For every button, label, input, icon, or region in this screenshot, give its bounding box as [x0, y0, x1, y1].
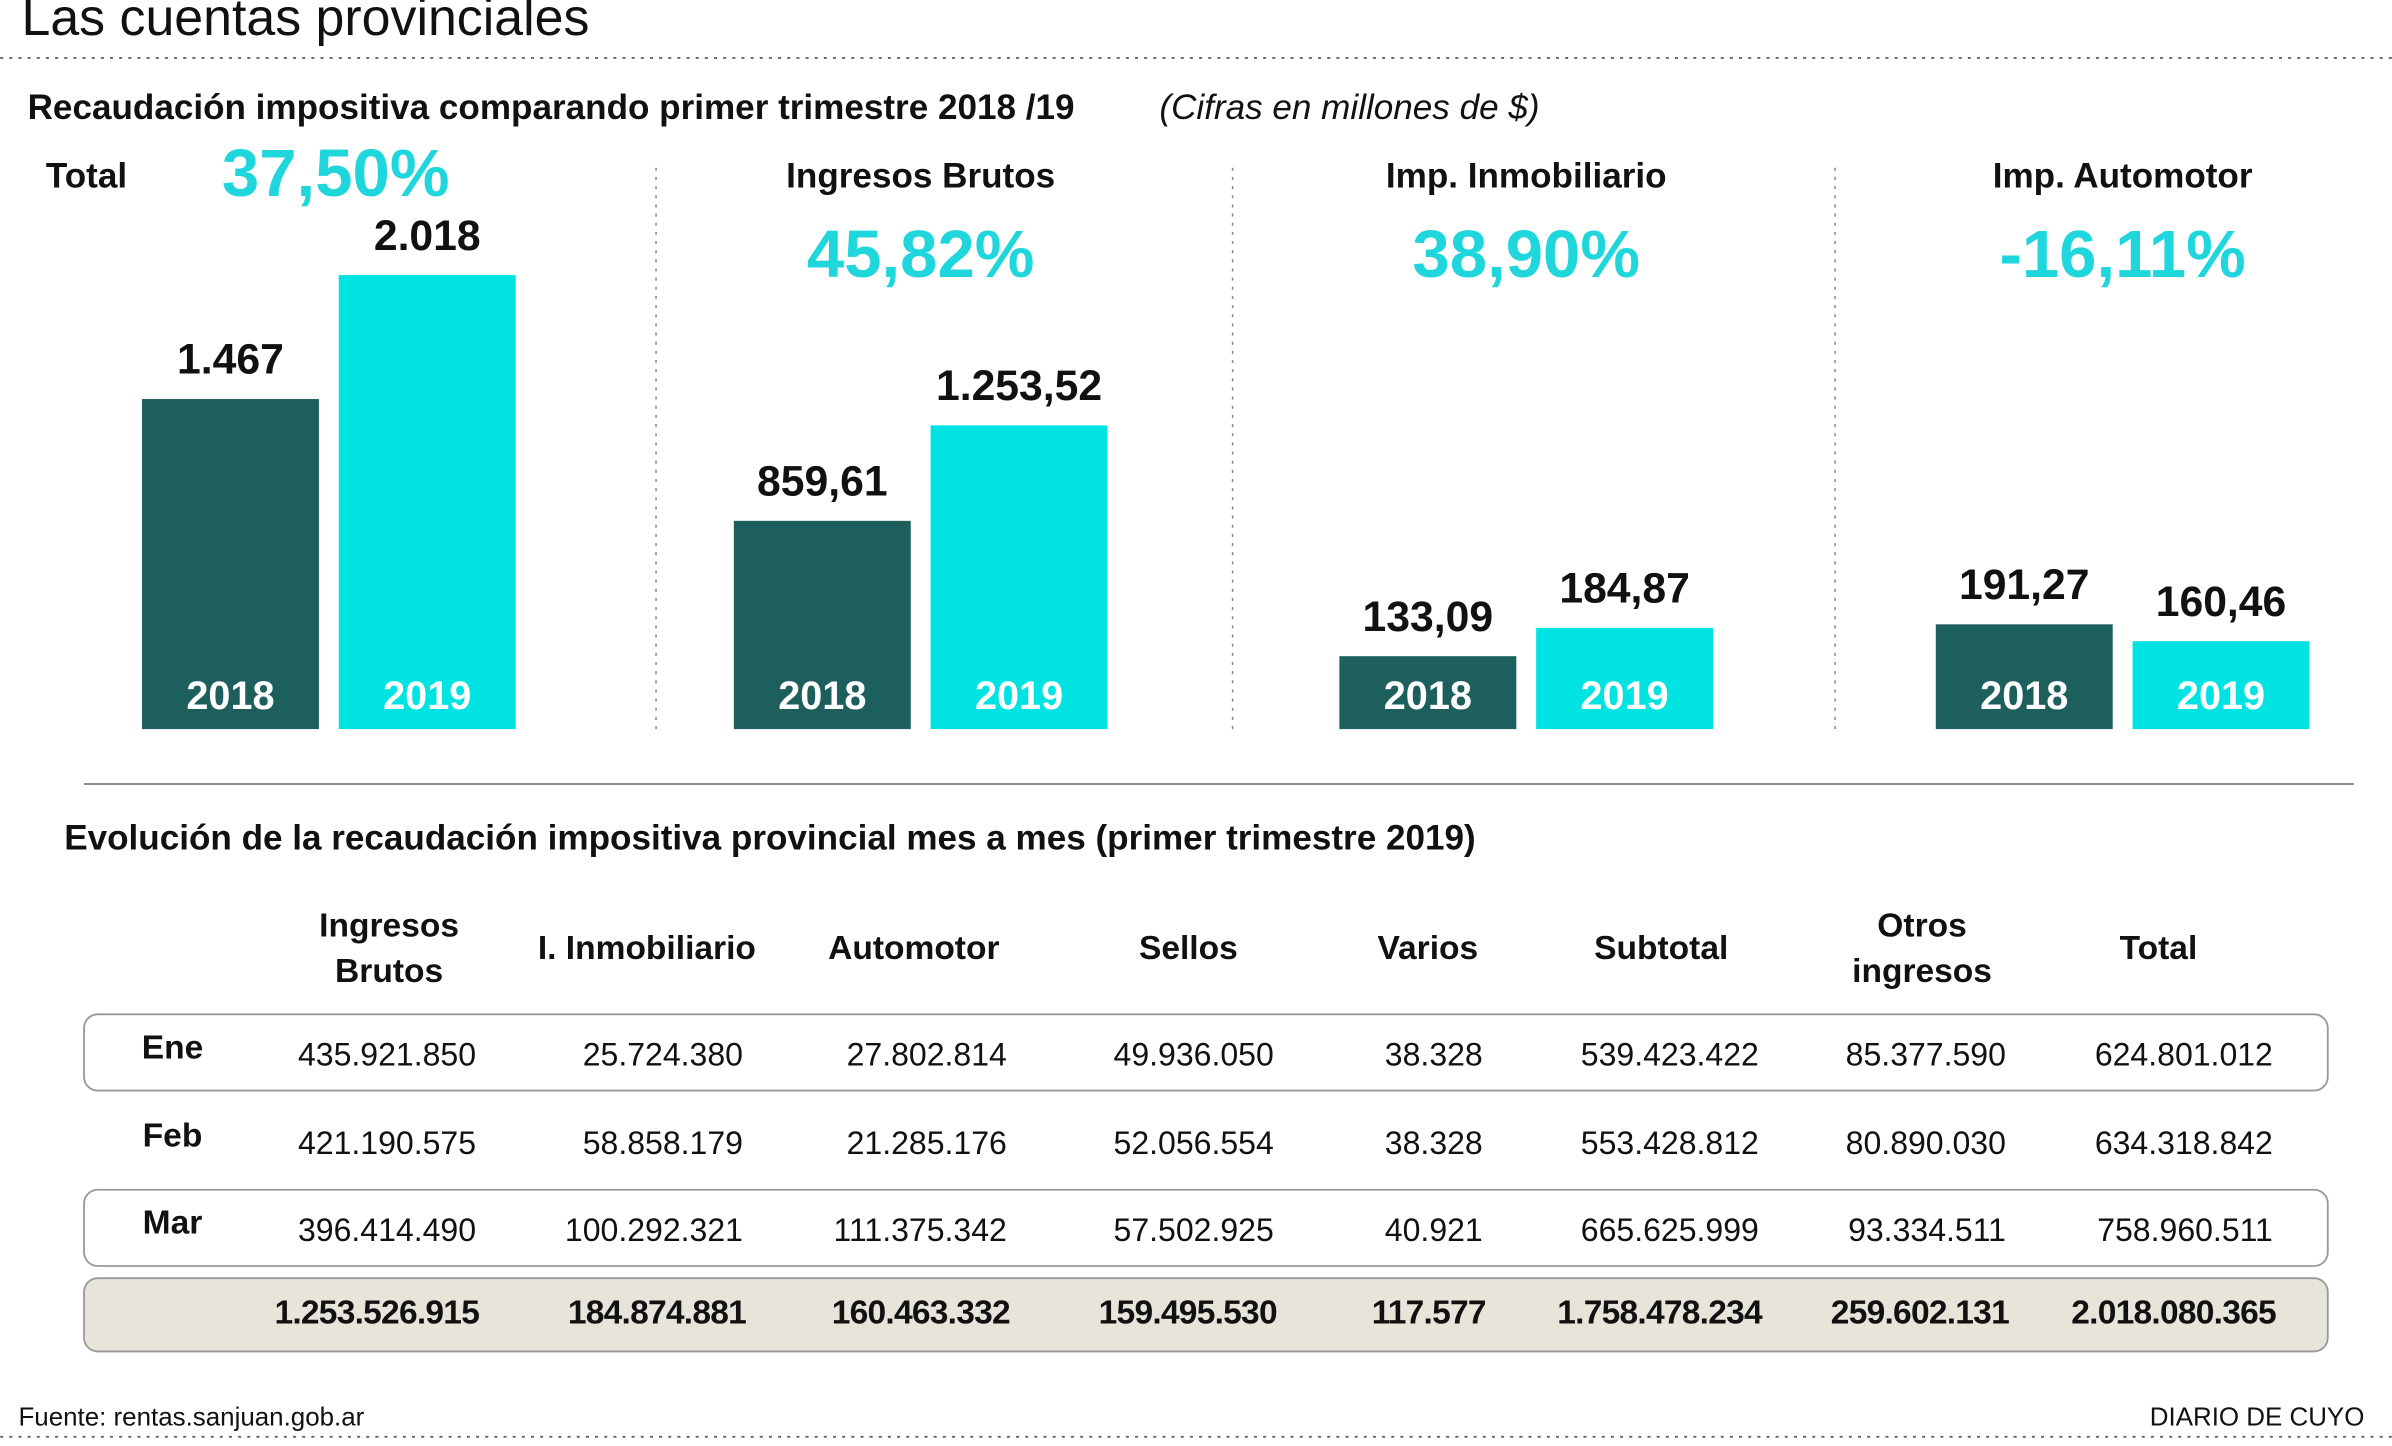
- table-cell: 57.502.925: [1114, 1212, 1274, 1248]
- column-header: Brutos: [335, 953, 443, 990]
- table-cell: 111.375.342: [834, 1212, 1007, 1248]
- column-header: ingresos: [1852, 953, 1992, 990]
- brand: DIARIO DE CUYO: [2150, 1403, 2365, 1431]
- row-label: Mar: [143, 1205, 203, 1242]
- table-cell: 40.921: [1385, 1212, 1483, 1248]
- main-title: Las cuentas provinciales: [22, 0, 590, 46]
- row-box: [83, 1188, 2329, 1267]
- table-cell: 21.285.176: [847, 1125, 1007, 1161]
- subtitle-note: (Cifras en millones de $): [1159, 88, 1539, 127]
- value-label: 160,46: [2156, 578, 2287, 626]
- bar: [1935, 624, 2113, 730]
- table-cell: 553.428.812: [1581, 1125, 1759, 1161]
- category-label: 2019: [1581, 674, 1669, 718]
- column-header: Total: [2120, 930, 2198, 967]
- column-header: I. Inmobiliario: [538, 930, 756, 967]
- table-cell: 93.334.511: [1848, 1212, 2006, 1248]
- table-cell: 38.328: [1385, 1125, 1483, 1161]
- panel-title: Ingresos Brutos: [786, 157, 1055, 196]
- panel-title: Imp. Automotor: [1993, 157, 2253, 196]
- table-cell: 539.423.422: [1581, 1037, 1759, 1073]
- value-label: 184,87: [1559, 565, 1690, 613]
- column-header: Sellos: [1139, 930, 1238, 967]
- table-cell: 396.414.490: [298, 1212, 476, 1248]
- table-cell: 85.377.590: [1846, 1037, 2006, 1073]
- panel-title: Total: [46, 157, 127, 196]
- value-label: 859,61: [757, 457, 888, 505]
- total-cell: 1.758.478.234: [1557, 1295, 1763, 1332]
- category-label: 2018: [1980, 674, 2068, 718]
- table-title: Evolución de la recaudación impositiva p…: [64, 819, 1475, 858]
- value-label: 191,27: [1959, 561, 2090, 609]
- total-cell: 2.018.080.365: [2071, 1295, 2276, 1332]
- row-label: Ene: [142, 1029, 204, 1066]
- subtitle: Recaudación impositiva comparando primer…: [28, 88, 1075, 127]
- total-cell: 1.253.526.915: [274, 1295, 479, 1332]
- total-cell: 159.495.530: [1099, 1295, 1277, 1332]
- row-box: [83, 1013, 2329, 1092]
- table-cell: 58.858.179: [583, 1125, 743, 1161]
- bar: [338, 275, 516, 730]
- category-label: 2018: [778, 674, 866, 718]
- change-label: 37,50%: [222, 136, 450, 211]
- category-label: 2018: [1384, 674, 1472, 718]
- column-header: Ingresos: [319, 907, 459, 944]
- table-cell: 665.625.999: [1581, 1212, 1759, 1248]
- category-label: 2018: [186, 674, 274, 718]
- bar: [142, 399, 319, 730]
- bar: [733, 520, 911, 730]
- bar: [1339, 656, 1517, 730]
- table-cell: 100.292.321: [565, 1212, 743, 1248]
- bar: [1536, 627, 1714, 730]
- value-label: 1.467: [177, 336, 284, 384]
- panel-title: Imp. Inmobiliario: [1386, 157, 1667, 196]
- value-label: 1.253,52: [936, 362, 1102, 410]
- total-cell: 184.874.881: [568, 1295, 746, 1332]
- source: Fuente: rentas.sanjuan.gob.ar: [18, 1403, 364, 1431]
- bar: [2132, 641, 2310, 730]
- table-cell: 52.056.554: [1114, 1125, 1274, 1161]
- column-header: Automotor: [828, 930, 999, 967]
- category-label: 2019: [975, 674, 1063, 718]
- change-label: 38,90%: [1412, 217, 1640, 292]
- table-cell: 624.801.012: [2095, 1037, 2273, 1073]
- value-label: 133,09: [1363, 593, 1494, 641]
- change-label: -16,11%: [1999, 217, 2245, 292]
- category-label: 2019: [2177, 674, 2265, 718]
- table-cell: 80.890.030: [1846, 1125, 2006, 1161]
- total-cell: 117.577: [1372, 1295, 1486, 1332]
- column-header: Subtotal: [1594, 930, 1728, 967]
- table-cell: 758.960.511: [2097, 1212, 2273, 1248]
- value-label: 2.018: [374, 212, 481, 260]
- total-cell: 160.463.332: [832, 1295, 1010, 1332]
- bar: [930, 425, 1108, 730]
- total-cell: 259.602.131: [1831, 1295, 2009, 1332]
- table-cell: 49.936.050: [1114, 1037, 1274, 1073]
- totals-box: [83, 1277, 2329, 1353]
- table-cell: 634.318.842: [2095, 1125, 2273, 1161]
- table-cell: 421.190.575: [298, 1125, 476, 1161]
- table-cell: 38.328: [1385, 1037, 1483, 1073]
- column-header: Otros: [1877, 907, 1966, 944]
- category-label: 2019: [383, 674, 471, 718]
- table-cell: 25.724.380: [583, 1037, 743, 1073]
- table-cell: 27.802.814: [847, 1037, 1007, 1073]
- table-cell: 435.921.850: [298, 1037, 476, 1073]
- change-label: 45,82%: [807, 217, 1035, 292]
- row-label: Feb: [143, 1118, 203, 1155]
- column-header: Varios: [1377, 930, 1478, 967]
